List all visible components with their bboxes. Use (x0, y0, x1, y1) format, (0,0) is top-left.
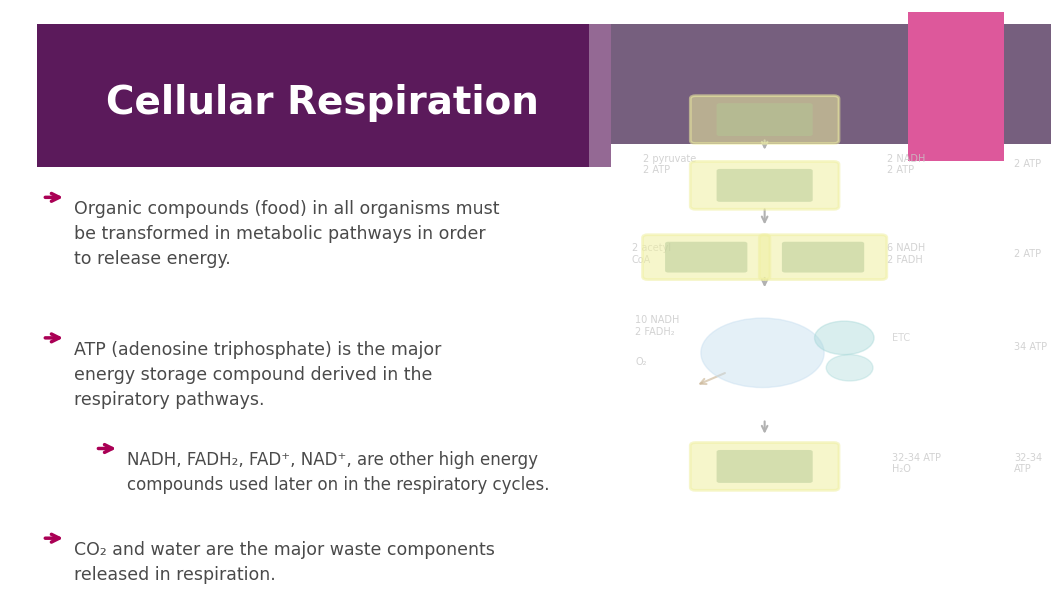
FancyBboxPatch shape (908, 12, 1004, 161)
Text: 34 ATP: 34 ATP (1014, 342, 1047, 352)
Text: CO₂ and water are the major waste components
released in respiration.: CO₂ and water are the major waste compon… (74, 541, 495, 584)
FancyBboxPatch shape (759, 235, 887, 280)
FancyBboxPatch shape (717, 450, 812, 483)
Text: 10 NADH
2 FADH₂: 10 NADH 2 FADH₂ (635, 315, 680, 337)
FancyBboxPatch shape (643, 235, 770, 280)
FancyBboxPatch shape (690, 161, 839, 209)
Text: 2 ATP: 2 ATP (1014, 160, 1042, 169)
Circle shape (826, 355, 873, 381)
FancyBboxPatch shape (717, 169, 812, 202)
Circle shape (815, 321, 874, 355)
Circle shape (701, 318, 824, 388)
Text: Cellular Respiration: Cellular Respiration (106, 84, 539, 122)
FancyBboxPatch shape (690, 96, 839, 144)
Text: 2 acetyl
CoA: 2 acetyl CoA (632, 243, 671, 265)
Text: NADH, FADH₂, FAD⁺, NAD⁺, are other high energy
compounds used later on in the re: NADH, FADH₂, FAD⁺, NAD⁺, are other high … (127, 451, 550, 495)
Text: ATP (adenosine triphosphate) is the major
energy storage compound derived in the: ATP (adenosine triphosphate) is the majo… (74, 341, 442, 409)
FancyBboxPatch shape (37, 24, 611, 167)
Text: O₂: O₂ (635, 357, 647, 367)
FancyBboxPatch shape (611, 24, 1051, 144)
Text: 2 NADH
2 ATP: 2 NADH 2 ATP (887, 154, 925, 175)
Text: 2 ATP: 2 ATP (1014, 249, 1042, 259)
FancyBboxPatch shape (782, 242, 864, 273)
Text: 2 pyruvate
2 ATP: 2 pyruvate 2 ATP (643, 154, 696, 175)
Text: 32-34
ATP: 32-34 ATP (1014, 453, 1042, 474)
FancyBboxPatch shape (690, 443, 839, 490)
FancyBboxPatch shape (665, 242, 748, 273)
Text: 32-34 ATP
H₂O: 32-34 ATP H₂O (892, 453, 941, 474)
Text: Organic compounds (food) in all organisms must
be transformed in metabolic pathw: Organic compounds (food) in all organism… (74, 200, 500, 269)
Text: 6 NADH
2 FADH: 6 NADH 2 FADH (887, 243, 925, 265)
FancyBboxPatch shape (589, 0, 1062, 598)
Text: ETC: ETC (892, 333, 910, 343)
FancyBboxPatch shape (717, 103, 812, 136)
